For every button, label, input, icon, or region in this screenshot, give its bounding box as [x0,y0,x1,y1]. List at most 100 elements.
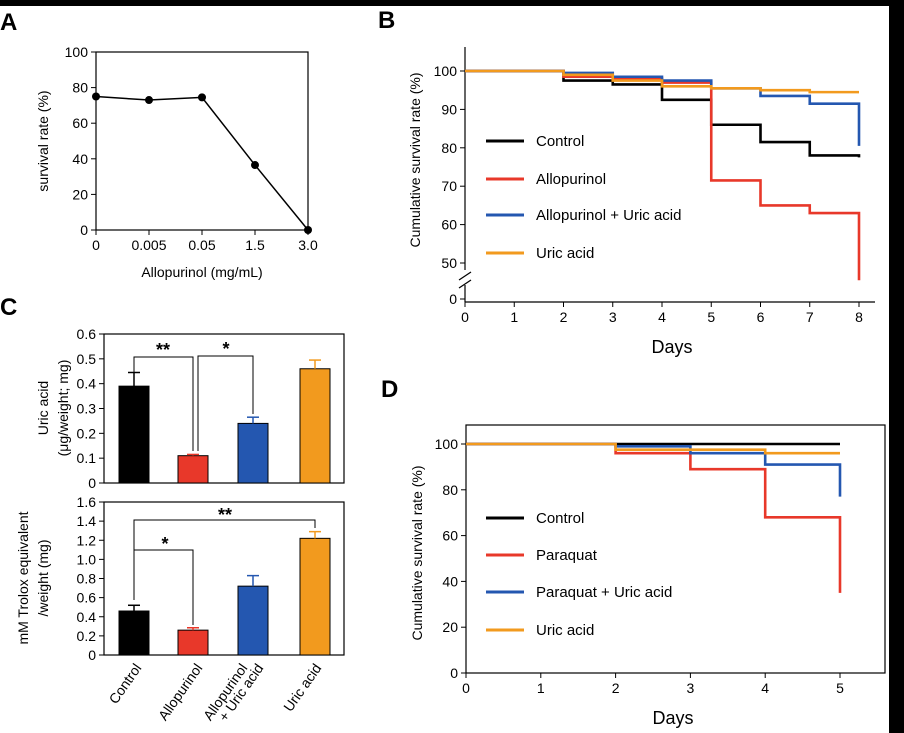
a-data-point [92,92,100,101]
c-category-label: Control [105,661,144,707]
c-bot-sig-label: * [161,534,168,554]
right-border [889,0,904,733]
b-ytick-label: 80 [441,140,457,156]
c-category-label: Allopurinol [155,661,206,724]
c-bot-ytick-label: 0.2 [77,628,97,644]
b-axis-break [458,279,472,289]
c-bot-bar [177,629,209,656]
a-xtick-label: 0.05 [188,237,215,253]
b-xtick-label: 6 [757,309,765,325]
b-ytick-label: 90 [441,101,457,117]
b-ytick-label: 100 [434,63,458,79]
c-bot-bar [237,585,269,656]
panel-letter-c: C [0,294,17,321]
c-top-sig-bracket [133,356,194,451]
b-legend-label: Control [536,133,584,150]
b-xtick-label: 4 [658,309,666,325]
c-bot-y-axis-label-1: mM Trolox equivalent [15,511,31,644]
c-bot-ytick-label: 1.2 [77,532,97,548]
d-xtick-label: 4 [761,680,769,696]
c-top-sig-bracket [197,355,254,451]
c-top-ytick-label: 0.4 [77,376,97,392]
d-y-axis-label: Cumulative survival rate (%) [409,465,425,640]
c-bot-bar [118,610,150,656]
c-top-ytick-label: 0.5 [77,351,97,367]
b-xtick-label: 3 [609,309,617,325]
d-ytick-label: 0 [450,665,458,681]
b-xtick-label: 7 [806,309,814,325]
c-bot-ytick-label: 0.4 [77,609,97,625]
d-ytick-label: 100 [435,436,459,452]
d-legend-label: Paraquat + Uric acid [536,584,672,601]
c-top-bar [118,385,150,484]
d-legend-label: Control [536,510,584,527]
c-top-ytick-label: 0 [88,475,96,491]
a-data-point [251,161,259,170]
a-xtick-label: 3.0 [298,237,318,253]
c-bot-sig-bracket [133,519,316,600]
c-top-bar [299,368,331,484]
d-xtick-label: 3 [687,680,695,696]
d-ytick-label: 40 [442,573,458,589]
c-top-sig-label: * [222,339,229,359]
a-data-point [304,226,312,234]
a-series-line [95,95,309,231]
b-legend-label: Allopurinol [536,171,606,188]
c-bot-ytick-label: 1.4 [77,513,97,529]
a-ytick-label: 100 [65,44,89,60]
a-y-axis-label: survival rate (%) [35,90,51,191]
c-top-ytick-label: 0.6 [77,326,97,342]
a-xtick-label: 1.5 [245,237,265,253]
panel-letter-a: A [0,9,17,36]
c-bot-ytick-label: 1.0 [77,551,97,567]
d-ytick-label: 20 [442,619,458,635]
c-bot-ytick-label: 0.8 [77,571,97,587]
c-bot-y-axis-label-2: /weight (mg) [35,539,51,616]
d-legend-label: Uric acid [536,622,594,639]
b-xtick-label: 5 [707,309,715,325]
d-plot-frame [465,424,886,674]
d-ytick-label: 80 [442,482,458,498]
a-x-axis-label: Allopurinol (mg/mL) [141,264,262,280]
panel-letter-d: D [381,376,398,403]
c-top-bar [177,455,209,484]
a-xtick-label: 0.005 [131,237,166,253]
d-series-uric-acid [466,442,840,455]
c-top-sig-label: ** [156,340,170,360]
b-series-uric-acid [465,69,859,94]
c-top-y-axis-label-1: Uric acid [35,381,51,435]
a-ytick-label: 80 [72,80,88,96]
b-legend-label: Uric acid [536,245,594,262]
d-x-axis-label: Days [652,708,693,728]
top-border [0,0,904,6]
a-ytick-label: 40 [72,151,88,167]
panel-letter-b: B [378,7,395,34]
c-top-bar [237,422,269,484]
d-xtick-label: 1 [537,680,545,696]
a-data-point [198,93,206,102]
b-xtick-label: 8 [855,309,863,325]
b-ytick-label: 50 [441,255,457,271]
b-series-allopurinol-uric-acid [465,69,861,146]
a-ytick-label: 60 [72,115,88,131]
b-xtick-label: 2 [560,309,568,325]
c-top-ytick-label: 0.2 [77,425,97,441]
a-xtick-label: 0 [92,237,100,253]
a-ytick-label: 0 [80,222,88,238]
b-axis-break [458,271,472,281]
c-top-ytick-label: 0.3 [77,401,97,417]
c-top-ytick-label: 0.1 [77,450,97,466]
c-bot-ytick-label: 0 [88,647,96,663]
b-y-axis-label: Cumulative survival rate (%) [407,72,423,247]
b-ytick-label: 70 [441,178,457,194]
c-top-y-axis-label-2: (μg/weight; mg) [55,360,71,457]
d-xtick-label: 5 [836,680,844,696]
c-bot-ytick-label: 1.6 [77,494,97,510]
c-bot-bar [299,537,331,656]
d-legend-label: Paraquat [536,547,598,564]
c-category-label: Uric acid [280,661,324,715]
d-ytick-label: 60 [442,528,458,544]
d-xtick-label: 2 [612,680,620,696]
a-plot-frame [95,51,309,231]
